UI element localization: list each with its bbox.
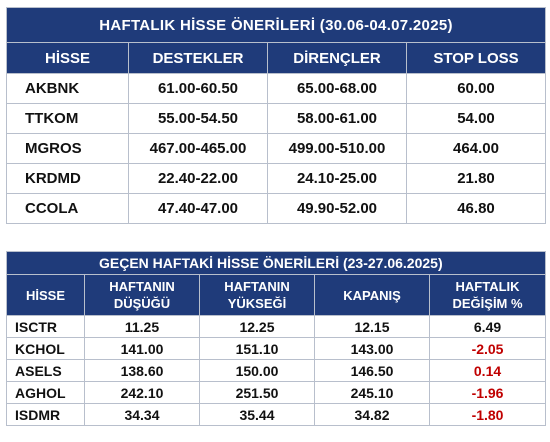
table-row: KRDMD 22.40-22.00 24.10-25.00 21.80 [6, 163, 546, 194]
table-cell: 61.00-60.50 [128, 73, 268, 104]
table-row: AGHOL 242.10 251.50 245.10 -1.96 [6, 381, 547, 404]
table-cell: 242.10 [84, 381, 200, 404]
table-cell: 12.15 [314, 315, 430, 338]
table-row: ASELS 138.60 150.00 146.50 0.14 [6, 359, 547, 382]
previous-header-0: HİSSE [6, 274, 85, 316]
table-cell: 251.50 [199, 381, 315, 404]
table-cell: 12.25 [199, 315, 315, 338]
table-cell: 22.40-22.00 [128, 163, 268, 194]
previous-header-1: HAFTANIN DÜŞÜĞÜ [84, 274, 200, 316]
stock-symbol: CCOLA [6, 193, 129, 224]
weekly-change-cell: -1.80 [428, 403, 547, 426]
table-cell: 60.00 [406, 73, 546, 104]
previous-table-title: GEÇEN HAFTAKİ HİSSE ÖNERİLERİ (23-27.06.… [5, 251, 547, 275]
previous-header-4: HAFTALIK DEĞİŞİM % [428, 274, 547, 316]
table-cell: 245.10 [314, 381, 430, 404]
weekly-recommendations-table: HAFTALIK HİSSE ÖNERİLERİ (30.06-04.07.20… [6, 7, 546, 224]
table-cell: 65.00-68.00 [267, 73, 407, 104]
weekly-header-2: DİRENÇLER [267, 42, 407, 74]
weekly-table-header: HİSSE DESTEKLER DİRENÇLER STOP LOSS [6, 42, 546, 74]
table-cell: 138.60 [84, 359, 200, 382]
previous-table-header: HİSSE HAFTANIN DÜŞÜĞÜ HAFTANIN YÜKSEĞİ KAPANI… [6, 274, 547, 316]
table-cell: 141.00 [84, 337, 200, 360]
table-cell: 143.00 [314, 337, 430, 360]
table-cell: 34.34 [84, 403, 200, 426]
table-cell: 499.00-510.00 [267, 133, 407, 164]
table-row: CCOLA 47.40-47.00 49.90-52.00 46.80 [6, 193, 546, 224]
stock-symbol: KRDMD [6, 163, 129, 194]
table-cell: 11.25 [84, 315, 200, 338]
weekly-change-cell: -2.05 [428, 337, 547, 360]
weekly-change-cell: 0.14 [428, 359, 547, 382]
stock-symbol: TTKOM [6, 103, 129, 134]
table-cell: 47.40-47.00 [128, 193, 268, 224]
table-cell: 467.00-465.00 [128, 133, 268, 164]
previous-recommendations-table: GEÇEN HAFTAKİ HİSSE ÖNERİLERİ (23-27.06.… [5, 251, 547, 426]
table-row: ISCTR 11.25 12.25 12.15 6.49 [6, 315, 547, 338]
table-row: TTKOM 55.00-54.50 58.00-61.00 54.00 [6, 103, 546, 134]
weekly-table-title: HAFTALIK HİSSE ÖNERİLERİ (30.06-04.07.20… [6, 7, 546, 43]
stock-symbol: AKBNK [6, 73, 129, 104]
weekly-header-1: DESTEKLER [128, 42, 268, 74]
table-cell: 35.44 [199, 403, 315, 426]
weekly-change-cell: -1.96 [428, 381, 547, 404]
table-row: MGROS 467.00-465.00 499.00-510.00 464.00 [6, 133, 546, 164]
table-cell: 21.80 [406, 163, 546, 194]
table-cell: 464.00 [406, 133, 546, 164]
table-cell: 58.00-61.00 [267, 103, 407, 134]
table-cell: 146.50 [314, 359, 430, 382]
stock-symbol: MGROS [6, 133, 129, 164]
table-row: ISDMR 34.34 35.44 34.82 -1.80 [6, 403, 547, 426]
stock-symbol: ISDMR [6, 403, 85, 426]
stock-symbol: ASELS [6, 359, 85, 382]
stock-symbol: AGHOL [6, 381, 85, 404]
table-row: KCHOL 141.00 151.10 143.00 -2.05 [6, 337, 547, 360]
table-cell: 151.10 [199, 337, 315, 360]
table-row: AKBNK 61.00-60.50 65.00-68.00 60.00 [6, 73, 546, 104]
previous-header-3: KAPANIŞ [314, 274, 430, 316]
previous-header-2: HAFTANIN YÜKSEĞİ [199, 274, 315, 316]
weekly-change-cell: 6.49 [428, 315, 547, 338]
table-cell: 24.10-25.00 [267, 163, 407, 194]
weekly-header-3: STOP LOSS [406, 42, 546, 74]
stock-symbol: KCHOL [6, 337, 85, 360]
table-cell: 54.00 [406, 103, 546, 134]
weekly-header-0: HİSSE [6, 42, 129, 74]
table-cell: 34.82 [314, 403, 430, 426]
table-cell: 49.90-52.00 [267, 193, 407, 224]
table-cell: 150.00 [199, 359, 315, 382]
table-cell: 46.80 [406, 193, 546, 224]
stock-symbol: ISCTR [6, 315, 85, 338]
table-cell: 55.00-54.50 [128, 103, 268, 134]
